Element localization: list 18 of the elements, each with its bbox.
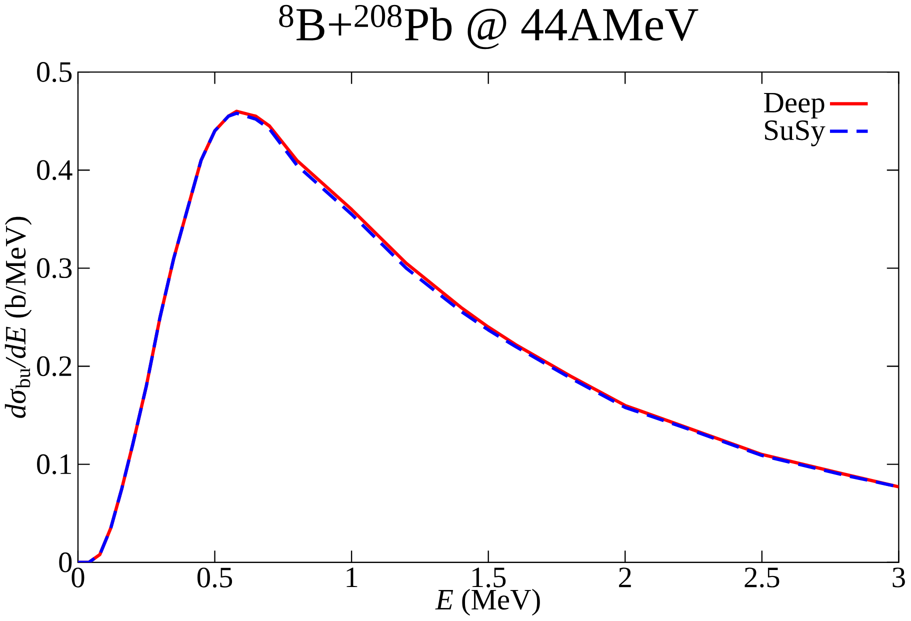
x-tick-label: 1 bbox=[346, 568, 358, 588]
y-tick-label: 0.5 bbox=[37, 62, 72, 82]
x-tick-label: 0 bbox=[72, 568, 84, 588]
legend-label: SuSy bbox=[765, 120, 826, 147]
x-tick-label: 1.5 bbox=[472, 568, 506, 588]
x-tick-label: 0.5 bbox=[197, 568, 232, 588]
legend-label: Deep bbox=[764, 93, 824, 119]
y-tick-label: 0.4 bbox=[37, 160, 72, 180]
x-axis-title: E (MeV) bbox=[435, 589, 540, 616]
x-tick-label: 3 bbox=[892, 568, 905, 588]
y-tick-label: 0.1 bbox=[37, 454, 71, 475]
y-tick-label: 0 bbox=[59, 552, 72, 573]
y-axis-title: dσ$_{bu}$/dE (b/MeV) bbox=[4, 217, 32, 418]
x-tick-label: 2.5 bbox=[744, 568, 780, 588]
chart-title: $^{8}$B+$^{208}$Pb @ 44AMeV bbox=[279, 5, 698, 50]
y-tick-label: 0.2 bbox=[37, 356, 72, 376]
y-tick-label: 0.3 bbox=[37, 258, 72, 278]
x-tick-label: 2 bbox=[619, 568, 631, 588]
